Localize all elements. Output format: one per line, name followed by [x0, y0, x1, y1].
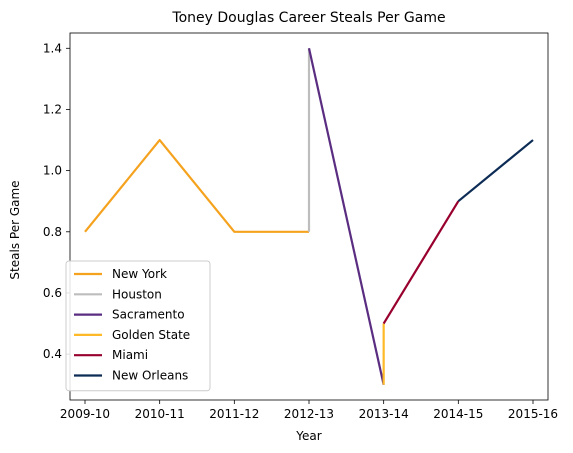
y-axis-ticks: 0.4 0.6 0.8 1.0 1.2 1.4 [43, 41, 70, 361]
x-tick-label: 2013-14 [359, 407, 409, 421]
y-axis-label: Steals Per Game [8, 180, 22, 279]
legend-label-0: New York [112, 267, 167, 281]
x-axis-label: Year [295, 429, 321, 443]
legend: New York Houston Sacramento Golden State Mia… [65, 260, 211, 392]
series-line-2 [307, 48, 385, 385]
y-tick-label: 1.0 [43, 164, 62, 178]
legend-label-2: Sacramento [112, 308, 185, 322]
y-tick-label: 1.2 [43, 102, 62, 116]
series-line-0 [84, 138, 309, 233]
x-tick-label: 2014-15 [433, 407, 483, 421]
x-tick-label: 2009-10 [60, 407, 110, 421]
y-tick-label: 0.6 [43, 286, 62, 300]
x-tick-label: 2010-11 [135, 407, 185, 421]
series-lines [84, 48, 534, 385]
y-tick-label: 0.4 [43, 347, 62, 361]
y-tick-label: 0.8 [43, 225, 62, 239]
legend-label-4: Miami [112, 348, 148, 362]
x-axis-ticks: 2009-10 2010-11 2011-12 2012-13 2013-14 2014-… [60, 400, 558, 421]
legend-label-3: Golden State [112, 328, 190, 342]
x-tick-label: 2015-16 [508, 407, 558, 421]
x-tick-label: 2012-13 [284, 407, 334, 421]
y-tick-label: 1.4 [43, 41, 62, 55]
legend-label-5: New Orleans [112, 369, 188, 383]
chart-title: Toney Douglas Career Steals Per Game [171, 10, 445, 26]
series-line-4 [382, 200, 460, 325]
legend-label-1: Houston [112, 287, 162, 301]
x-tick-label: 2011-12 [209, 407, 259, 421]
series-line-5 [457, 139, 534, 203]
